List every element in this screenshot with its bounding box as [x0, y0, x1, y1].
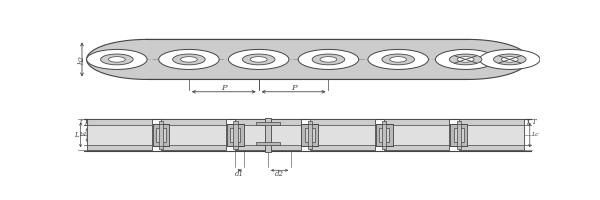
- Text: P: P: [221, 84, 227, 92]
- Bar: [458, 119, 524, 150]
- Text: b1: b1: [79, 132, 88, 137]
- Circle shape: [86, 49, 147, 69]
- Bar: [256, 142, 280, 145]
- Bar: [161, 125, 226, 145]
- Text: d1: d1: [235, 170, 244, 178]
- Bar: [310, 119, 375, 150]
- Circle shape: [457, 57, 474, 62]
- Bar: [384, 119, 449, 150]
- Bar: [230, 128, 241, 142]
- Bar: [265, 118, 271, 152]
- Circle shape: [493, 54, 526, 65]
- Bar: [86, 125, 152, 145]
- Bar: [156, 128, 166, 142]
- Text: T: T: [532, 118, 537, 126]
- Bar: [159, 121, 163, 149]
- Bar: [227, 124, 244, 146]
- Bar: [233, 121, 238, 149]
- Bar: [450, 124, 467, 146]
- Circle shape: [101, 54, 133, 65]
- Circle shape: [436, 49, 496, 69]
- Bar: [161, 119, 226, 150]
- Bar: [235, 125, 301, 145]
- Wedge shape: [468, 39, 529, 79]
- Circle shape: [159, 49, 219, 69]
- Bar: [457, 121, 461, 149]
- Circle shape: [382, 54, 415, 65]
- Bar: [454, 128, 464, 142]
- Circle shape: [242, 54, 275, 65]
- Bar: [308, 121, 312, 149]
- Circle shape: [229, 49, 289, 69]
- Text: P: P: [291, 84, 296, 92]
- Wedge shape: [86, 39, 147, 79]
- Bar: [235, 119, 301, 150]
- Bar: [152, 124, 169, 146]
- Text: t: t: [79, 118, 82, 126]
- Circle shape: [502, 57, 518, 62]
- Text: h2: h2: [78, 55, 86, 64]
- Circle shape: [449, 54, 482, 65]
- Bar: [376, 124, 392, 146]
- Circle shape: [298, 49, 359, 69]
- Bar: [86, 119, 152, 150]
- Circle shape: [173, 54, 205, 65]
- Bar: [384, 125, 449, 145]
- Text: Lc: Lc: [532, 132, 539, 137]
- Circle shape: [312, 54, 344, 65]
- Circle shape: [368, 49, 428, 69]
- Circle shape: [479, 49, 540, 69]
- Circle shape: [109, 57, 125, 62]
- Bar: [310, 125, 375, 145]
- Circle shape: [250, 57, 267, 62]
- Bar: [458, 125, 524, 145]
- Text: L: L: [74, 131, 79, 139]
- Bar: [256, 122, 280, 125]
- Circle shape: [390, 57, 407, 62]
- Text: d2: d2: [275, 170, 284, 178]
- Circle shape: [320, 57, 337, 62]
- Bar: [301, 124, 318, 146]
- Bar: [305, 128, 315, 142]
- Bar: [382, 121, 386, 149]
- FancyBboxPatch shape: [147, 39, 468, 79]
- Bar: [379, 128, 389, 142]
- Circle shape: [181, 57, 197, 62]
